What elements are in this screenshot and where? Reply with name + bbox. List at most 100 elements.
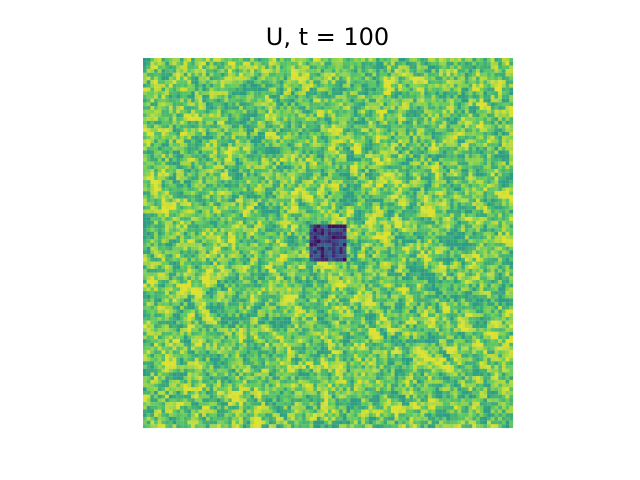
heatmap-cell	[331, 120, 336, 125]
heatmap-cell	[305, 213, 310, 218]
heatmap-cell	[176, 202, 181, 207]
heatmap-cell	[150, 135, 155, 140]
heatmap-cell	[268, 169, 273, 173]
heatmap-cell	[479, 206, 484, 210]
heatmap-cell	[168, 220, 173, 225]
heatmap-cell	[413, 128, 417, 133]
heatmap-cell	[276, 135, 280, 140]
heatmap-cell	[220, 61, 225, 66]
heatmap-cell	[305, 124, 310, 129]
heatmap-cell	[394, 183, 399, 188]
heatmap-cell	[161, 109, 166, 114]
heatmap-cell	[487, 194, 491, 199]
heatmap-cell	[439, 235, 443, 240]
heatmap-cell	[316, 102, 321, 107]
heatmap-cell	[143, 128, 147, 133]
heatmap-cell	[490, 106, 495, 110]
heatmap-cell	[316, 165, 321, 170]
heatmap-cell	[198, 183, 203, 188]
heatmap-cell	[157, 180, 162, 184]
heatmap-cell	[220, 120, 225, 125]
heatmap-cell	[346, 202, 351, 207]
heatmap-cell	[283, 76, 288, 81]
heatmap-cell	[187, 87, 192, 92]
heatmap-cell	[361, 165, 366, 170]
heatmap-cell	[365, 217, 369, 221]
heatmap-cell	[294, 98, 299, 103]
heatmap-cell	[205, 128, 210, 133]
heatmap-cell	[157, 106, 162, 110]
heatmap-cell	[505, 128, 510, 133]
heatmap-cell	[265, 76, 269, 81]
heatmap-cell	[246, 87, 251, 92]
heatmap-cell	[213, 87, 218, 92]
heatmap-cell	[424, 224, 428, 229]
heatmap-cell	[472, 128, 477, 133]
heatmap-cell	[220, 180, 225, 184]
heatmap-cell	[279, 72, 284, 77]
heatmap-cell	[420, 161, 425, 166]
heatmap-cell	[398, 169, 403, 173]
heatmap-cell	[509, 157, 514, 162]
heatmap-cell	[461, 95, 465, 99]
heatmap-cell	[335, 206, 340, 210]
heatmap-cell	[487, 117, 491, 121]
heatmap-cell	[198, 80, 203, 84]
heatmap-cell	[302, 220, 306, 225]
heatmap-cell	[390, 139, 395, 144]
heatmap-cell	[450, 117, 454, 121]
heatmap-cell	[372, 165, 377, 170]
heatmap-cell	[235, 172, 240, 177]
heatmap-cell	[402, 139, 406, 144]
heatmap-cell	[176, 150, 181, 155]
heatmap-cell	[157, 72, 162, 77]
heatmap-cell	[409, 235, 414, 240]
heatmap-cell	[257, 139, 262, 144]
heatmap-cell	[339, 132, 343, 136]
heatmap-cell	[379, 143, 384, 147]
heatmap-cell	[394, 157, 399, 162]
heatmap-cell	[320, 143, 325, 147]
heatmap-cell	[505, 98, 510, 103]
heatmap-cell	[154, 117, 158, 121]
heatmap-cell	[431, 58, 436, 62]
heatmap-cell	[228, 72, 232, 77]
heatmap-cell	[324, 83, 329, 88]
heatmap-cell	[205, 183, 210, 188]
heatmap-cell	[283, 165, 288, 170]
heatmap-cell	[220, 95, 225, 99]
heatmap-cell	[446, 206, 451, 210]
heatmap-cell	[205, 98, 210, 103]
heatmap-cell	[498, 180, 502, 184]
heatmap-cell	[146, 206, 151, 210]
heatmap-cell	[464, 120, 469, 125]
heatmap-cell	[283, 72, 288, 77]
heatmap-cell	[405, 176, 410, 181]
heatmap-cell	[228, 235, 232, 240]
heatmap-cell	[501, 117, 506, 121]
heatmap-cell	[298, 139, 303, 144]
heatmap-cell	[220, 65, 225, 70]
heatmap-cell	[143, 98, 147, 103]
heatmap-cell	[324, 87, 329, 92]
heatmap-cell	[361, 202, 366, 207]
heatmap-cell	[450, 198, 454, 203]
heatmap-cell	[261, 172, 266, 177]
heatmap-cell	[435, 191, 440, 195]
heatmap-cell	[161, 124, 166, 129]
heatmap-cell	[272, 235, 277, 240]
heatmap-cell	[250, 76, 255, 81]
heatmap-cell	[143, 91, 147, 96]
heatmap-cell	[368, 224, 373, 229]
heatmap-cell	[342, 187, 347, 192]
heatmap-cell	[287, 228, 292, 232]
heatmap-cell	[424, 161, 428, 166]
heatmap-cell	[146, 169, 151, 173]
heatmap-cell	[483, 191, 488, 195]
heatmap-cell	[235, 113, 240, 118]
heatmap-cell	[202, 61, 206, 66]
heatmap-cell	[346, 194, 351, 199]
heatmap-cell	[298, 198, 303, 203]
heatmap-cell	[416, 235, 421, 240]
heatmap-cell	[217, 76, 221, 81]
